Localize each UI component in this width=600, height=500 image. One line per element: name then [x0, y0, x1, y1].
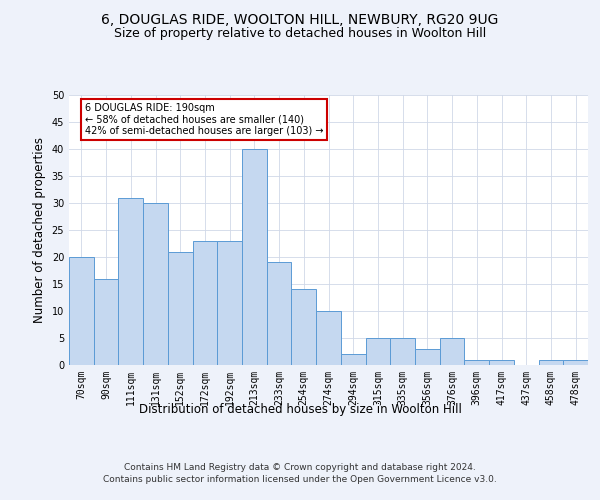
- Bar: [539, 360, 563, 365]
- Bar: [217, 241, 242, 365]
- Bar: [242, 149, 267, 365]
- Text: Contains HM Land Registry data © Crown copyright and database right 2024.: Contains HM Land Registry data © Crown c…: [124, 462, 476, 471]
- Bar: [292, 290, 316, 365]
- Text: Size of property relative to detached houses in Woolton Hill: Size of property relative to detached ho…: [114, 28, 486, 40]
- Bar: [365, 338, 390, 365]
- Bar: [563, 360, 588, 365]
- Bar: [143, 203, 168, 365]
- Text: Distribution of detached houses by size in Woolton Hill: Distribution of detached houses by size …: [139, 402, 461, 415]
- Bar: [69, 257, 94, 365]
- Bar: [267, 262, 292, 365]
- Text: 6 DOUGLAS RIDE: 190sqm
← 58% of detached houses are smaller (140)
42% of semi-de: 6 DOUGLAS RIDE: 190sqm ← 58% of detached…: [85, 103, 323, 136]
- Text: Contains public sector information licensed under the Open Government Licence v3: Contains public sector information licen…: [103, 475, 497, 484]
- Bar: [390, 338, 415, 365]
- Bar: [168, 252, 193, 365]
- Text: 6, DOUGLAS RIDE, WOOLTON HILL, NEWBURY, RG20 9UG: 6, DOUGLAS RIDE, WOOLTON HILL, NEWBURY, …: [101, 12, 499, 26]
- Bar: [94, 278, 118, 365]
- Bar: [489, 360, 514, 365]
- Bar: [440, 338, 464, 365]
- Bar: [316, 311, 341, 365]
- Bar: [118, 198, 143, 365]
- Bar: [341, 354, 365, 365]
- Bar: [193, 241, 217, 365]
- Bar: [464, 360, 489, 365]
- Bar: [415, 349, 440, 365]
- Y-axis label: Number of detached properties: Number of detached properties: [33, 137, 46, 323]
